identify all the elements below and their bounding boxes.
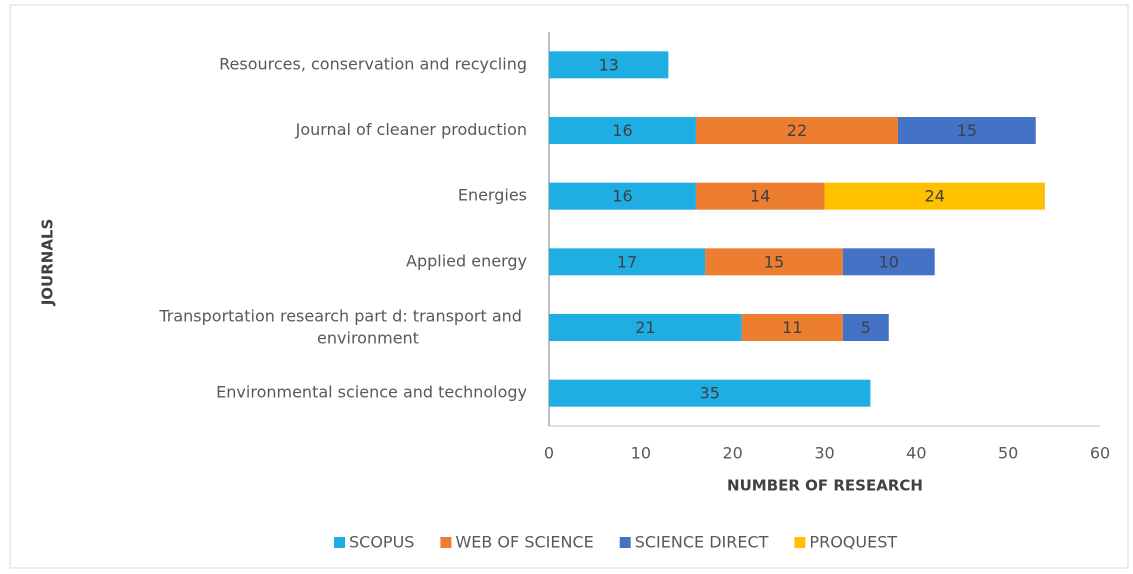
x-tick-label: 0: [544, 444, 554, 463]
data-label: 13: [599, 55, 619, 74]
data-label: 16: [612, 121, 632, 140]
bar-segment: [842, 248, 935, 276]
data-label: 35: [700, 384, 720, 403]
legend-label: SCIENCE DIRECT: [635, 533, 769, 552]
bar-segment: [549, 379, 871, 407]
data-label: 11: [782, 318, 802, 337]
y-tick-label: Applied energy: [406, 251, 527, 270]
x-tick-label: 30: [814, 444, 834, 463]
y-tick-label: Journal of cleaner production: [295, 120, 527, 139]
bar-segment: [549, 182, 696, 210]
y-tick-label: Energies: [458, 186, 527, 205]
legend-swatch: [619, 537, 631, 548]
legend-swatch: [794, 537, 806, 548]
chart-border: [9, 4, 1129, 569]
data-label: 21: [635, 318, 655, 337]
y-tick-label: Transportation research part d: transpor…: [158, 306, 527, 347]
bar-segment: [549, 248, 706, 276]
bar-segment: [842, 314, 889, 341]
legend-label: WEB OF SCIENCE: [455, 533, 593, 552]
x-tick-label: 60: [1090, 444, 1110, 463]
data-label: 5: [861, 318, 871, 337]
x-tick-label: 40: [906, 444, 926, 463]
legend-label: SCOPUS: [349, 533, 414, 552]
bar-segment: [824, 182, 1045, 210]
data-label: 15: [957, 121, 977, 140]
legend-swatch: [440, 537, 452, 548]
legend-swatch: [334, 537, 345, 548]
data-label: 16: [612, 187, 632, 206]
x-axis-title: NUMBER OF RESEARCH: [727, 477, 923, 495]
bar-segment: [705, 248, 843, 276]
x-tick-label: 50: [998, 444, 1018, 463]
bar-segment: [897, 117, 1036, 144]
bar-segment: [549, 314, 742, 341]
data-label: 24: [925, 187, 945, 206]
y-tick-label: Environmental science and technology: [216, 383, 527, 402]
bar-segment: [741, 314, 843, 341]
data-label: 15: [764, 252, 784, 271]
y-axis-title: JOURNALS: [39, 219, 57, 307]
x-tick-label: 10: [631, 444, 651, 463]
bar-segment: [695, 182, 825, 210]
data-label: 17: [617, 252, 637, 271]
data-label: 10: [879, 252, 899, 271]
data-label: 14: [750, 187, 770, 206]
data-label: 22: [787, 121, 807, 140]
bar-segment: [549, 51, 669, 79]
legend-label: PROQUEST: [809, 533, 897, 552]
bar-segment: [549, 117, 696, 144]
y-tick-label: Resources, conservation and recycling: [219, 54, 527, 73]
bar-segment: [695, 117, 898, 144]
x-tick-label: 20: [722, 444, 742, 463]
